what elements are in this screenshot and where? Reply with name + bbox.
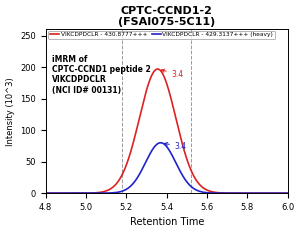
- Legend: VIKCDPDCLR - 430.8777+++, VIKCDPDCLR - 429.3137+++ (heavy): VIKCDPDCLR - 430.8777+++, VIKCDPDCLR - 4…: [49, 31, 275, 39]
- Y-axis label: Intensity (10^3): Intensity (10^3): [6, 77, 15, 146]
- X-axis label: Retention Time: Retention Time: [130, 217, 204, 227]
- Text: 3.4: 3.4: [164, 142, 187, 151]
- Title: CPTC-CCND1-2
(FSAI075-5C11): CPTC-CCND1-2 (FSAI075-5C11): [118, 6, 215, 27]
- Text: 3.4: 3.4: [161, 69, 184, 79]
- Text: iMRM of
CPTC-CCND1 peptide 2
VIKCDPDCLR
(NCI ID# 00131): iMRM of CPTC-CCND1 peptide 2 VIKCDPDCLR …: [52, 55, 150, 95]
